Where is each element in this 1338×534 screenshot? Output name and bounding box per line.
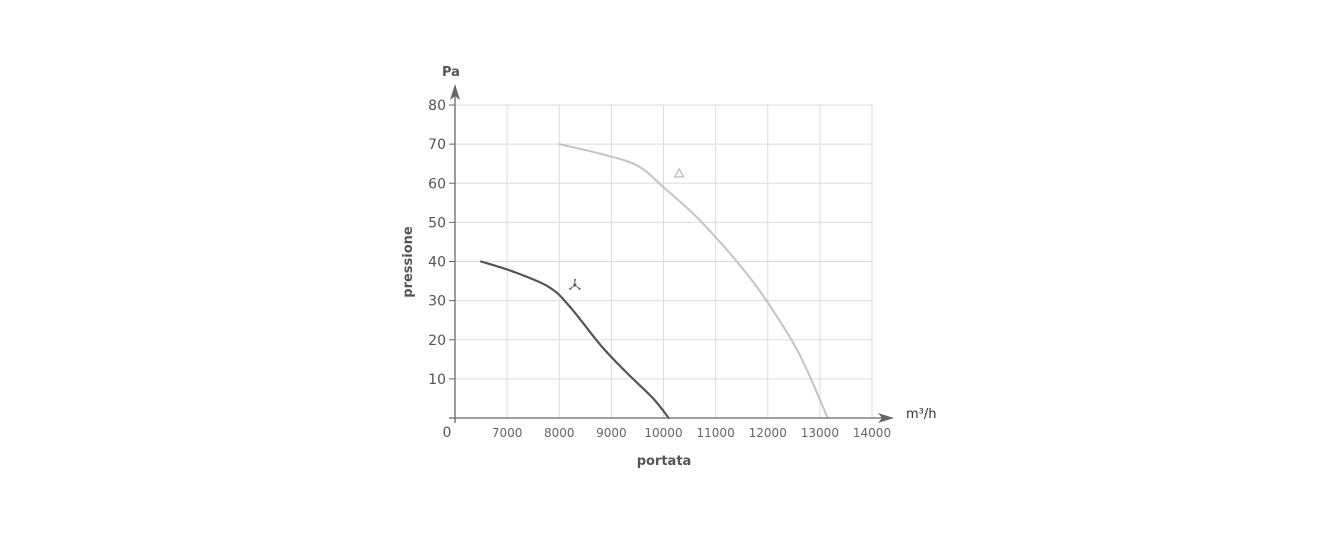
origin-label: 0 xyxy=(443,425,452,441)
fan-icon xyxy=(568,278,581,291)
x-tick-label: 8000 xyxy=(544,426,575,440)
x-tick-label: 11000 xyxy=(697,426,735,440)
x-axis-unit: m³/h xyxy=(906,407,937,422)
series-line-light xyxy=(558,143,829,419)
x-tick-label: 14000 xyxy=(853,426,891,440)
x-tick-label: 9000 xyxy=(596,426,627,440)
y-tick-label: 10 xyxy=(428,372,446,388)
y-axis-unit: Pa xyxy=(442,65,460,80)
y-tick-label: 50 xyxy=(428,215,446,231)
triangle-outline-icon xyxy=(673,167,685,178)
curve-markers xyxy=(568,167,685,291)
series-line-dark xyxy=(480,260,670,420)
x-tick-label: 10000 xyxy=(644,426,682,440)
y-tick-label: 30 xyxy=(428,294,446,310)
axes: 7000 8000 9000 10000 11000 12000 13000 14000 10 2… xyxy=(428,84,894,440)
x-tick-label: 12000 xyxy=(749,426,787,440)
y-axis-arrow-icon xyxy=(450,84,460,100)
y-tick-label: 40 xyxy=(428,255,446,271)
x-axis-title: portata xyxy=(637,454,692,469)
grid xyxy=(455,104,873,418)
series-group xyxy=(480,143,829,420)
labels: Pa m³/h pressione portata 0 xyxy=(401,65,937,469)
y-tick-label: 80 xyxy=(428,98,446,114)
x-axis-arrow-icon xyxy=(878,413,894,423)
y-tick-label: 20 xyxy=(428,333,446,349)
y-axis-title: pressione xyxy=(401,226,416,298)
x-tick-label: 13000 xyxy=(801,426,839,440)
y-tick-label: 70 xyxy=(428,137,446,153)
x-tick-label: 7000 xyxy=(492,426,523,440)
y-tick-label: 60 xyxy=(428,176,446,192)
